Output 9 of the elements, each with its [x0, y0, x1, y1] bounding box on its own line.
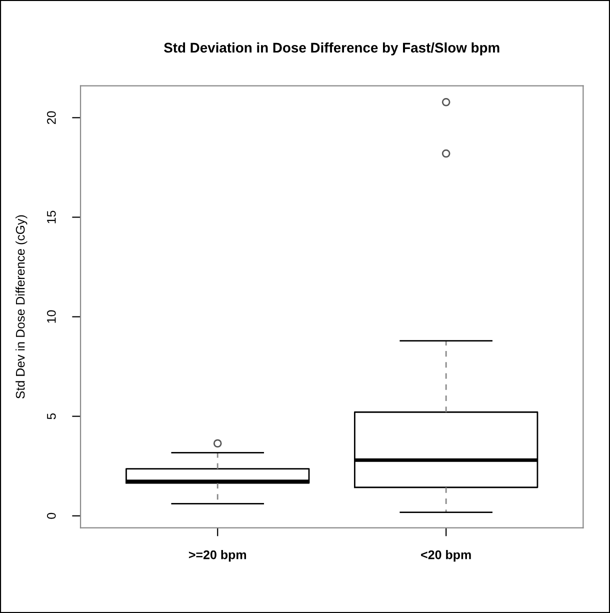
y-tick-label: 10	[46, 310, 56, 323]
y-tick-label: 20	[46, 111, 56, 124]
y-tick-label: 0	[46, 512, 56, 519]
y-tick-label: 5	[47, 413, 56, 420]
y-tick-label: 15	[47, 210, 56, 224]
y-axis-title: Std Dev in Dose Difference (cGy)	[16, 215, 28, 399]
chart-title: Std Deviation in Dose Difference by Fast/Slow bpm	[164, 42, 500, 56]
x-tick-label: >=20 bpm	[188, 550, 246, 562]
x-tick-label: <20 bpm	[421, 550, 471, 562]
